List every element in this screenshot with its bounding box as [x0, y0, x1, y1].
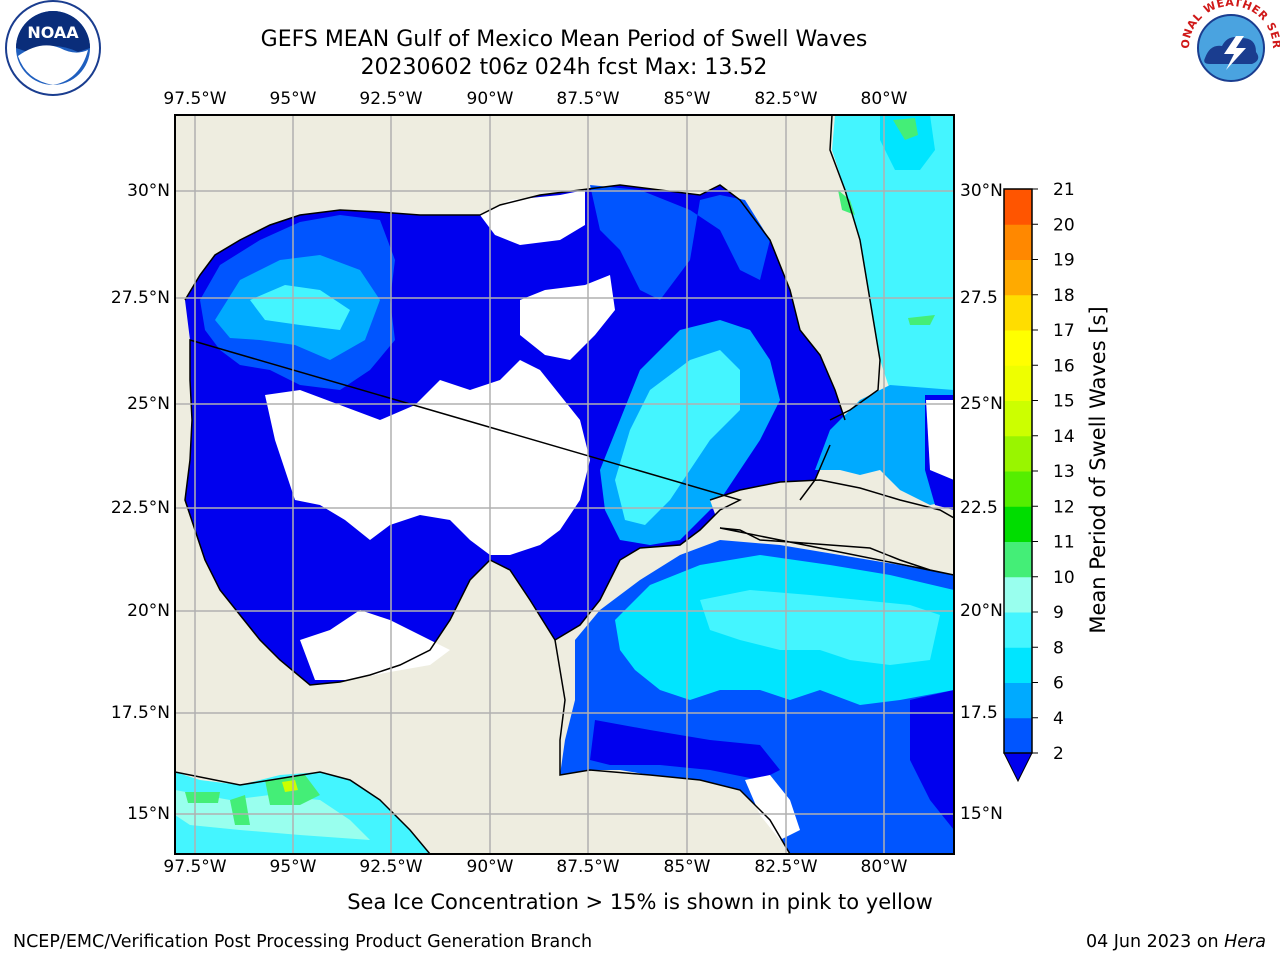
nodata-north [520, 275, 615, 360]
lon-tick-bottom: 82.5°W [754, 857, 818, 877]
colorbar-tick-label: 19 [1053, 251, 1075, 271]
lon-tick-top: 87.5°W [556, 89, 620, 109]
lat-tick-left: 25°N [127, 394, 170, 414]
nodata-center [265, 360, 590, 555]
colorbar-swatch [1004, 541, 1032, 578]
colorbar-swatch [1004, 224, 1032, 260]
contour-blue-ne [590, 185, 770, 300]
colorbar-tick-label: 20 [1053, 215, 1075, 235]
colorbar-tick-label: 12 [1053, 497, 1075, 517]
colorbar-extend [1003, 752, 1033, 783]
lon-tick-top: 90°W [466, 89, 514, 109]
colorbar: 2 4 6 8 9 10 11 12 13 14 15 16 17 18 19 20 21 [1003, 180, 1075, 783]
footer-date: 04 Jun 2023 on Hera [1085, 932, 1266, 952]
lon-tick-bottom: 92.5°W [359, 857, 423, 877]
colorbar-tick-label: 6 [1053, 674, 1064, 694]
atlantic-green2 [908, 315, 935, 325]
footer-credit: NCEP/EMC/Verification Post Processing Pr… [13, 932, 593, 952]
colorbar-tick-label: 10 [1053, 568, 1075, 588]
caribbean-lightcyan [700, 590, 940, 665]
pacific-yellow [282, 780, 298, 792]
colorbar-tick-label: 2 [1053, 744, 1064, 764]
lat-tick-left: 27.5°N [110, 288, 170, 308]
colorbar-swatch [1004, 612, 1032, 648]
lat-tick-right: 30°N [960, 181, 1003, 201]
sea-ice-note: Sea Ice Concentration > 15% is shown in … [347, 890, 933, 914]
colorbar-tick-label: 8 [1053, 638, 1064, 658]
lat-tick-right: 22.5 [960, 498, 998, 518]
lon-tick-top: 85°W [663, 89, 711, 109]
pacific-green3 [185, 792, 220, 803]
colorbar-tick-label: 9 [1053, 603, 1064, 623]
cuba [710, 480, 954, 575]
central-america-coastline [175, 639, 791, 854]
lon-tick-bottom: 87.5°W [556, 857, 620, 877]
colorbar-label: Mean Period of Swell Waves [s] [1086, 306, 1110, 634]
colorbar-swatch [1004, 259, 1032, 296]
lon-tick-top: 82.5°W [754, 89, 818, 109]
colorbar-swatch [1004, 294, 1032, 331]
nodata-sw [300, 610, 450, 680]
colorbar-swatch [1004, 717, 1032, 754]
lat-tick-left: 30°N [127, 181, 170, 201]
colorbar-tick-label: 18 [1053, 286, 1075, 306]
lon-tick-bottom: 97.5°W [163, 857, 227, 877]
bahamas-white [926, 400, 954, 480]
colorbar-tick-label: 4 [1053, 709, 1064, 729]
contour-lightcyan-nw [250, 285, 350, 330]
lon-tick-top: 80°W [860, 89, 908, 109]
colorbar-swatch [1004, 365, 1032, 401]
pacific-light [175, 790, 370, 840]
lon-tick-bottom: 80°W [860, 857, 908, 877]
lat-tick-right: 25°N [960, 394, 1003, 414]
atlantic-green [893, 118, 918, 140]
lat-tick-left: 17.5°N [110, 703, 170, 723]
colorbar-swatch [1004, 189, 1032, 225]
colorbar-tick-label: 17 [1053, 321, 1075, 341]
contour-lightcyan-loop [615, 350, 740, 525]
lon-tick-top: 97.5°W [163, 89, 227, 109]
chart-title: GEFS MEAN Gulf of Mexico Mean Period of … [260, 27, 868, 52]
map-frame [174, 114, 955, 855]
noaa-logo: NOAA [5, 0, 101, 96]
colorbar-swatch [1004, 400, 1032, 437]
lon-tick-bottom: 85°W [663, 857, 711, 877]
lat-tick-right: 27.5 [960, 288, 998, 308]
lat-tick-right: 20°N [960, 601, 1003, 621]
chart-subtitle: 20230602 t06z 024h fcst Max: 13.52 [360, 55, 768, 80]
svg-text:NOAA: NOAA [27, 23, 79, 42]
colorbar-tick-label: 13 [1053, 462, 1075, 482]
lat-tick-left: 22.5°N [110, 498, 170, 518]
colorbar-swatch [1004, 506, 1032, 542]
lat-tick-right: 15°N [960, 804, 1003, 824]
colorbar-swatch [1004, 647, 1032, 683]
caribbean-deep [590, 720, 780, 780]
lon-tick-top: 95°W [269, 89, 317, 109]
colorbar-tick-label: 11 [1053, 533, 1075, 553]
lon-tick-bottom: 90°W [466, 857, 514, 877]
lat-tick-left: 20°N [127, 601, 170, 621]
graticule [175, 115, 954, 854]
lon-tick-top: 92.5°W [359, 89, 423, 109]
lat-tick-right: 17.5 [960, 703, 998, 723]
atlantic-inner [880, 115, 935, 170]
footer-host: Hera [1224, 932, 1266, 952]
colorbar-tick-label: 14 [1053, 427, 1075, 447]
pacific-green2 [230, 795, 250, 825]
colorbar-tick-label: 21 [1053, 180, 1075, 200]
colorbar-swatch [1004, 330, 1032, 366]
lon-tick-bottom: 95°W [269, 857, 317, 877]
caribbean-deep-e [910, 690, 954, 830]
colorbar-swatch [1004, 471, 1032, 507]
colorbar-swatch [1004, 682, 1032, 719]
colorbar-tick-label: 15 [1053, 392, 1075, 412]
colorbar-swatch [1004, 435, 1032, 472]
colorbar-swatch [1004, 576, 1032, 613]
lat-tick-left: 15°N [127, 804, 170, 824]
colorbar-tick-label: 16 [1053, 356, 1075, 376]
